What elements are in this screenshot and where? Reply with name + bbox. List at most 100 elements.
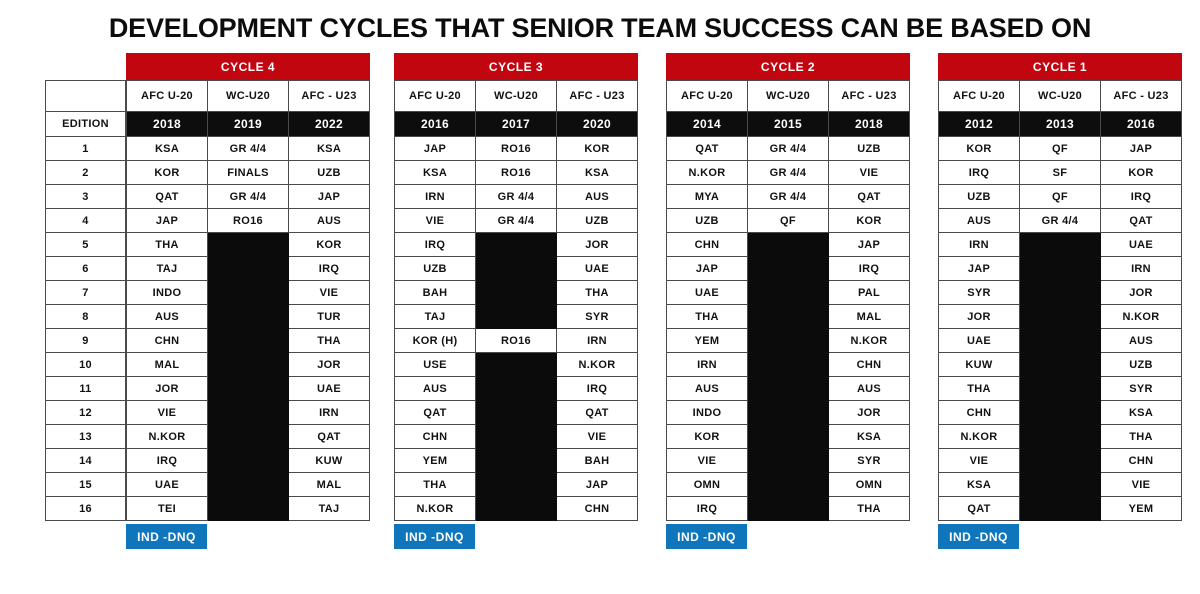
table-row: QAT YEM [938,496,1182,521]
result-cell: CHN [666,232,748,257]
table-row: N.KOR GR 4/4 VIE [666,160,910,185]
blank-cell [45,80,126,112]
result-cell: IRN [556,328,638,353]
row-number-row: 15 [45,472,126,497]
row-number: 3 [45,184,126,209]
column-header-row: AFC U-20 WC-U20 AFC - U23 [666,80,910,112]
row-number-row: 4 [45,208,126,233]
table-row: KOR QF JAP [938,136,1182,161]
result-cell: SYR [556,304,638,329]
table-row: OMN OMN [666,472,910,497]
ind-dnq-badge: IND -DNQ [126,524,207,549]
dnq-black-cell [747,472,829,497]
table-row: KSA VIE [938,472,1182,497]
dnq-black-cell [475,472,557,497]
dnq-black-cell [747,280,829,305]
result-cell: VIE [394,208,476,233]
result-cell: UZB [556,208,638,233]
result-cell: CHN [126,328,208,353]
dnq-black-cell [207,232,289,257]
table-row: JOR N.KOR [938,304,1182,329]
table-row: CHN KSA [938,400,1182,425]
dnq-black-cell [475,424,557,449]
table-row: KOR FINALS UZB [126,160,370,185]
result-cell: GR 4/4 [747,184,829,209]
table-row: JOR UAE [126,376,370,401]
row-number-row: 7 [45,280,126,305]
dnq-black-cell [475,304,557,329]
result-cell: IRN [394,184,476,209]
table-row: KUW UZB [938,352,1182,377]
result-cell: MYA [666,184,748,209]
result-cell: CHN [828,352,910,377]
row-number-row: 16 [45,496,126,521]
cycle-block-3: CYCLE 3 AFC U-20 WC-U20 AFC - U23 2016 2017 20… [394,53,638,549]
result-cell: QAT [126,184,208,209]
cycle-table: AFC U-20 WC-U20 AFC - U23 2018 2019 2022 KSA GR… [126,80,370,521]
table-row: YEM BAH [394,448,638,473]
dnq-black-cell [1019,472,1101,497]
dnq-black-cell [1019,376,1101,401]
result-cell: KSA [126,136,208,161]
edition-year: 2016 [394,111,476,137]
result-cell: AUS [394,376,476,401]
result-cell: QAT [556,400,638,425]
result-cell: QAT [938,496,1020,521]
result-cell: YEM [666,328,748,353]
column-header: AFC U-20 [938,80,1020,112]
result-cell: JAP [556,472,638,497]
result-cell: QF [1019,184,1101,209]
result-cell: MAL [288,472,370,497]
dnq-black-cell [1019,280,1101,305]
result-cell: JAP [938,256,1020,281]
result-cell: QF [1019,136,1101,161]
result-cell: USE [394,352,476,377]
result-cell: IRQ [126,448,208,473]
result-cell: UZB [938,184,1020,209]
table-row: UZB UAE [394,256,638,281]
result-cell: KSA [1100,400,1182,425]
result-cell: GR 4/4 [475,208,557,233]
table-row: UAE AUS [938,328,1182,353]
result-cell: YEM [1100,496,1182,521]
table-row: AUS AUS [666,376,910,401]
result-cell: UAE [938,328,1020,353]
edition-year-row: 2012 2013 2016 [938,111,1182,137]
result-cell: JOR [1100,280,1182,305]
result-cell: N.KOR [126,424,208,449]
table-row: IRQ KUW [126,448,370,473]
dnq-black-cell [207,472,289,497]
table-row: JAP RO16 AUS [126,208,370,233]
dnq-black-cell [475,400,557,425]
row-number-row: 9 [45,328,126,353]
table-row: CHN THA [126,328,370,353]
result-cell: MAL [828,304,910,329]
column-header-row: AFC U-20 WC-U20 AFC - U23 [126,80,370,112]
dnq-black-cell [1019,232,1101,257]
column-header-row: AFC U-20 WC-U20 AFC - U23 [938,80,1182,112]
table-row: VIE GR 4/4 UZB [394,208,638,233]
edition-year: 2018 [828,111,910,137]
result-cell: YEM [394,448,476,473]
result-cell: IRQ [556,376,638,401]
dnq-black-cell [475,280,557,305]
dnq-black-cell [207,280,289,305]
column-header: WC-U20 [207,80,289,112]
result-cell: UAE [126,472,208,497]
dnq-black-cell [747,328,829,353]
result-cell: QAT [1100,208,1182,233]
table-row: UAE MAL [126,472,370,497]
table-row: IRQ SF KOR [938,160,1182,185]
dnq-black-cell [207,256,289,281]
result-cell: BAH [394,280,476,305]
result-cell: QAT [288,424,370,449]
result-cell: GR 4/4 [207,136,289,161]
result-cell: VIE [938,448,1020,473]
result-cell: IRN [666,352,748,377]
dnq-black-cell [475,232,557,257]
table-row: UZB QF IRQ [938,184,1182,209]
row-number: 16 [45,496,126,521]
result-cell: TUR [288,304,370,329]
row-number-row: 11 [45,376,126,401]
table-row: VIE CHN [938,448,1182,473]
